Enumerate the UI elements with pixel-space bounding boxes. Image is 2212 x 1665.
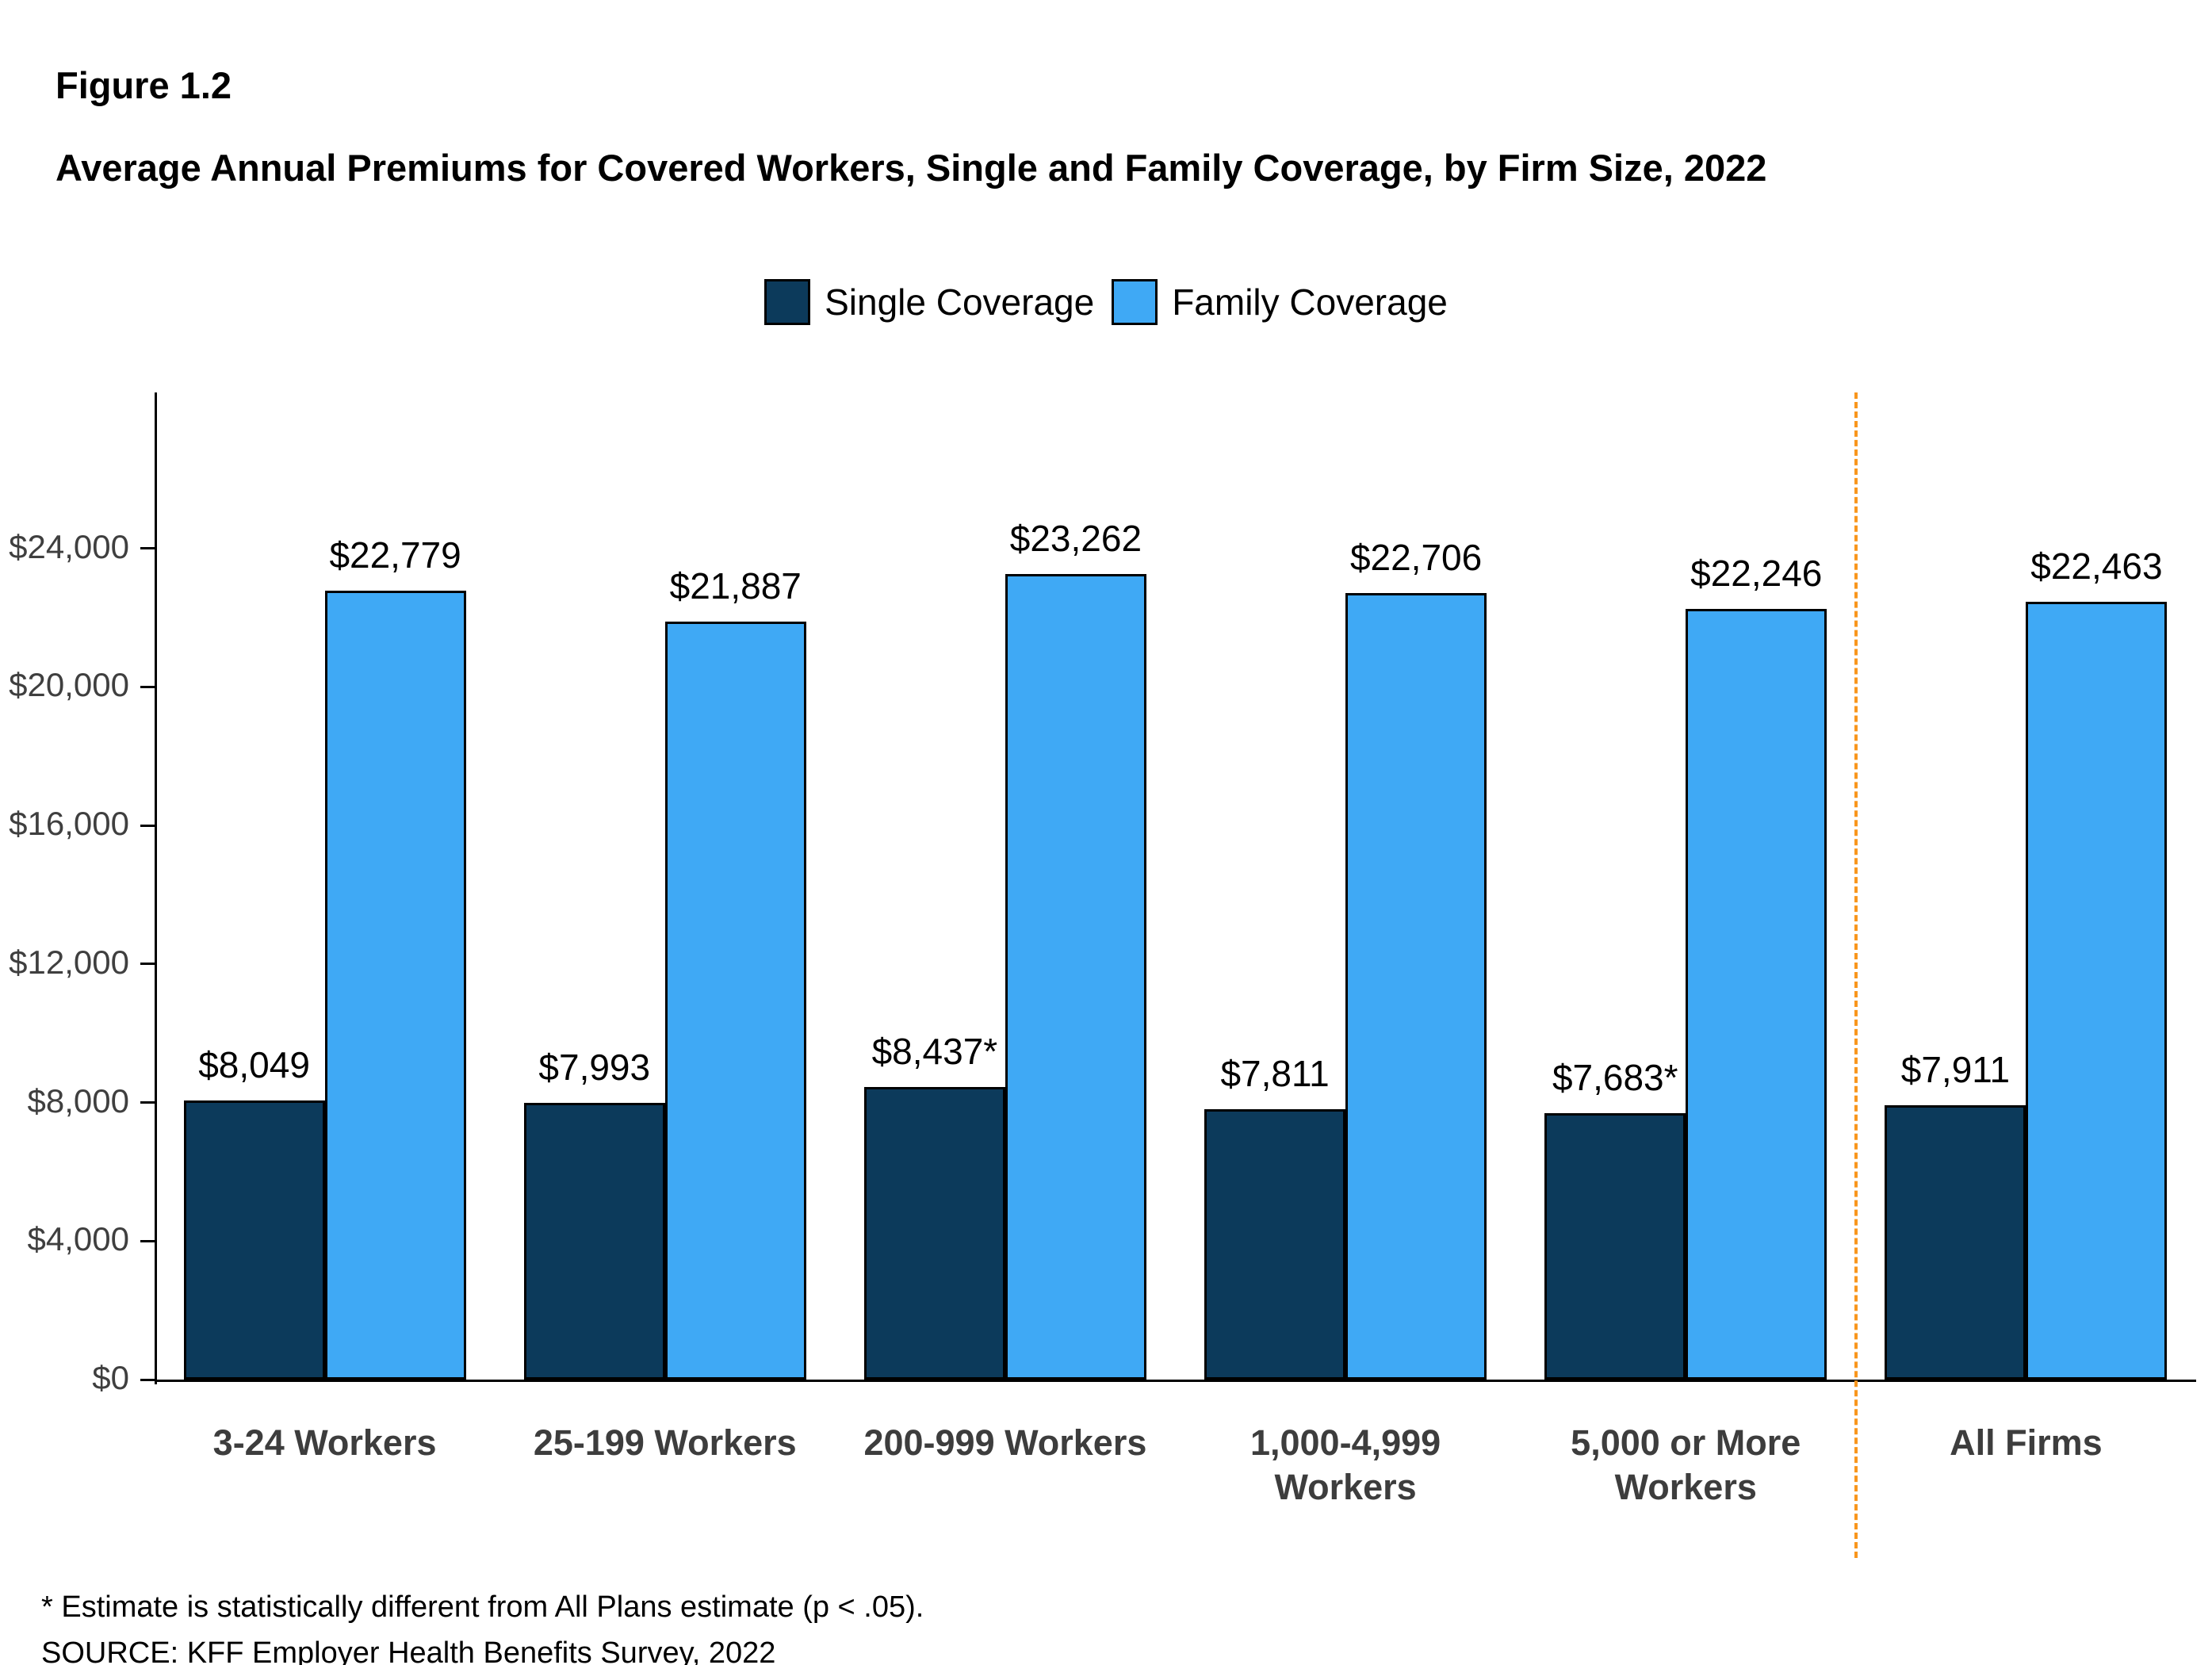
value-label-family-coverage: $21,887: [669, 565, 802, 607]
legend-item-family: Family Coverage: [1112, 279, 1448, 325]
bar-single-coverage: [523, 1102, 665, 1380]
legend-item-single: Single Coverage: [764, 279, 1094, 325]
chart-title: Average Annual Premiums for Covered Work…: [55, 147, 1767, 189]
footnote-significance: * Estimate is statistically different fr…: [41, 1590, 924, 1624]
x-axis-category-label: 25-199 Workers: [533, 1422, 797, 1463]
value-label-family-coverage: $22,706: [1349, 537, 1483, 579]
bar-single-coverage: [1204, 1108, 1346, 1380]
bar-single-coverage: [1544, 1113, 1686, 1380]
legend-label-single-coverage: Single Coverage: [825, 281, 1095, 323]
y-axis-tick-label: $8,000: [27, 1081, 129, 1120]
y-tick: [140, 1239, 155, 1242]
value-label-single-coverage: $8,437*: [871, 1031, 998, 1073]
y-axis-tick-label: $0: [92, 1359, 129, 1396]
y-tick: [140, 1101, 155, 1104]
value-label-single-coverage: $7,811: [1220, 1052, 1330, 1094]
x-axis-category-label: 5,000 or More Workers: [1571, 1422, 1801, 1508]
value-label-single-coverage: $8,049: [198, 1044, 310, 1086]
x-axis-category-label: All Firms: [1950, 1422, 2103, 1463]
x-axis-category-label: 1,000-4,999 Workers: [1250, 1422, 1441, 1508]
bar-family-coverage: [1005, 573, 1146, 1380]
bar-family-coverage: [2026, 601, 2168, 1380]
legend-swatch-family-coverage: [1112, 279, 1158, 325]
x-axis-category-label: 3-24 Workers: [212, 1422, 437, 1463]
y-axis-tick-label: $4,000: [27, 1220, 129, 1258]
value-label-single-coverage: $7,911: [1900, 1049, 2011, 1091]
y-axis-tick-label: $24,000: [9, 527, 129, 565]
value-label-family-coverage: $22,246: [1690, 553, 1823, 595]
y-axis-tick-label: $20,000: [9, 666, 129, 704]
y-tick: [140, 547, 155, 550]
x-axis-category-label: 200-999 Workers: [863, 1422, 1147, 1463]
y-tick: [140, 963, 155, 966]
value-label-single-coverage: $7,683*: [1552, 1057, 1678, 1099]
y-tick: [140, 1378, 155, 1381]
legend-swatch-single-coverage: [764, 279, 811, 325]
y-tick: [140, 824, 155, 827]
footnotes: * Estimate is statistically different fr…: [41, 1584, 924, 1665]
bar-family-coverage: [1345, 593, 1487, 1380]
y-axis: [155, 392, 157, 1384]
bar-single-coverage: [863, 1087, 1005, 1380]
bar-single-coverage: [1885, 1105, 2026, 1380]
y-tick: [140, 685, 155, 688]
bar-family-coverage: [664, 621, 806, 1380]
figure-number: Figure 1.2: [55, 64, 232, 106]
y-axis-tick-label: $12,000: [9, 943, 129, 981]
value-label-family-coverage: $22,779: [329, 534, 461, 576]
legend-label-family-coverage: Family Coverage: [1172, 281, 1448, 323]
bar-single-coverage: [183, 1100, 325, 1380]
x-axis: [155, 1380, 2196, 1382]
value-label-family-coverage: $22,463: [2030, 545, 2163, 587]
legend: Single Coverage Family Coverage: [0, 279, 2212, 325]
value-label-family-coverage: $23,262: [1009, 517, 1142, 559]
footnote-source: SOURCE: KFF Employer Health Benefits Sur…: [41, 1636, 776, 1665]
y-axis-tick-label: $16,000: [9, 805, 129, 843]
bar-family-coverage: [1686, 609, 1827, 1380]
value-label-single-coverage: $7,993: [538, 1046, 651, 1088]
all-firms-separator-line: [1854, 392, 1858, 1558]
bar-family-coverage: [324, 590, 466, 1380]
